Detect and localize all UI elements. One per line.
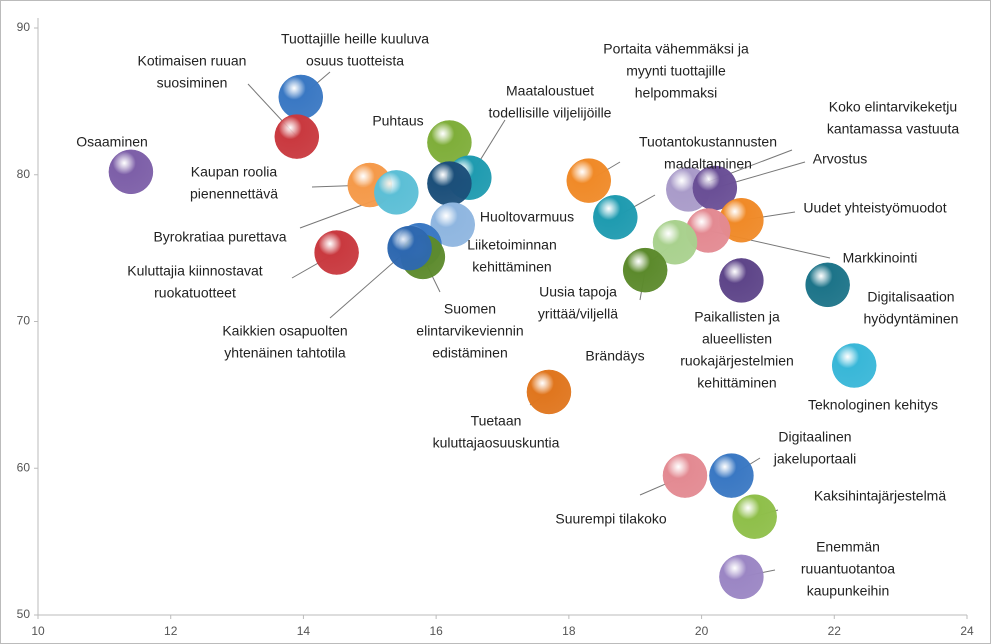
- bubble: [314, 230, 359, 275]
- point-label: hyödyntäminen: [864, 311, 959, 327]
- point-label: ruokajärjestelmien: [680, 353, 794, 369]
- point-label: Koko elintarvikeketju: [829, 99, 957, 115]
- bubble: [719, 258, 764, 303]
- x-tick-label: 14: [297, 624, 311, 638]
- point-label: ruokatuotteet: [154, 285, 236, 301]
- y-tick-label: 70: [17, 314, 31, 328]
- bubble: [387, 225, 432, 271]
- point-label: Puhtaus: [372, 113, 423, 129]
- point-label: pienennettävä: [190, 186, 278, 202]
- bubble: [593, 195, 638, 240]
- point-label: Liiketoiminnan: [467, 237, 557, 253]
- point-label: yhtenäinen tahtotila: [224, 345, 346, 361]
- bubble: [805, 262, 850, 308]
- bubble: [662, 453, 708, 498]
- point-label: kehittäminen: [472, 259, 551, 275]
- point-label: Brändäys: [585, 348, 644, 364]
- point-label: Kotimaisen ruuan: [138, 53, 247, 69]
- point-label: edistäminen: [432, 345, 508, 361]
- point-label: Maataloustuet: [506, 83, 594, 99]
- point-label: Paikallisten ja: [694, 309, 780, 325]
- bubble: [732, 494, 777, 539]
- point-label: Markkinointi: [843, 250, 918, 266]
- point-label: Digitalisaation: [867, 289, 954, 305]
- point-label: Arvostus: [813, 151, 867, 167]
- bubble: [719, 554, 764, 600]
- y-tick-label: 80: [17, 167, 31, 181]
- point-label: elintarvikeviennin: [416, 323, 523, 339]
- point-label: helpommaksi: [635, 85, 717, 101]
- point-label: kehittäminen: [697, 375, 776, 391]
- bubble: [526, 369, 572, 415]
- bubble: [374, 170, 419, 215]
- point-label: yrittää/viljellä: [538, 306, 618, 322]
- point-label: myynti tuottajille: [626, 63, 726, 79]
- bubble: [622, 247, 668, 293]
- point-label: kantamassa vastuuta: [827, 121, 960, 137]
- bubble: [278, 74, 324, 120]
- point-label: alueellisten: [702, 331, 772, 347]
- point-label: Osaaminen: [76, 134, 148, 150]
- point-label: Byrokratiaa purettava: [153, 229, 286, 245]
- point-label: Tuottajille heille kuuluva: [281, 31, 429, 47]
- x-tick-label: 20: [695, 624, 709, 638]
- point-label: kaupunkeihin: [807, 583, 890, 599]
- point-label: Suomen: [444, 301, 496, 317]
- point-label: Kaupan roolia: [191, 164, 278, 180]
- point-label: Kaikkien osapuolten: [222, 323, 347, 339]
- point-label: Tuetaan: [471, 413, 522, 429]
- point-label: madaltaminen: [664, 156, 752, 172]
- y-tick-label: 60: [17, 460, 31, 474]
- point-label: Digitaalinen: [778, 429, 851, 445]
- y-tick-label: 50: [17, 607, 31, 621]
- x-tick-label: 22: [828, 624, 842, 638]
- point-label: Suurempi tilakoko: [555, 511, 666, 527]
- x-tick-label: 12: [164, 624, 178, 638]
- bubble: [652, 220, 698, 265]
- y-tick-label: 90: [17, 20, 31, 34]
- bubble: [831, 343, 877, 388]
- point-label: todellisille viljelijöille: [489, 105, 612, 121]
- point-label: Uusia tapoja: [539, 284, 617, 300]
- point-label: kuluttajaosuuskuntia: [433, 435, 560, 451]
- point-label: Huoltovarmuus: [480, 209, 574, 225]
- bubble: [709, 453, 754, 498]
- point-label: jakeluportaali: [773, 451, 857, 467]
- bubble: [108, 149, 154, 195]
- x-tick-label: 10: [31, 624, 45, 638]
- point-label: Tuotantokustannusten: [639, 134, 777, 150]
- x-tick-label: 18: [562, 624, 576, 638]
- point-label: suosiminen: [157, 75, 228, 91]
- bubble: [427, 161, 472, 206]
- point-label: Uudet yhteistyömuodot: [803, 200, 946, 216]
- bubble: [430, 202, 475, 247]
- x-tick-label: 24: [960, 624, 974, 638]
- x-tick-label: 16: [429, 624, 443, 638]
- point-label: Enemmän: [816, 539, 880, 555]
- point-label: Portaita vähemmäksi ja: [603, 41, 749, 57]
- point-label: Teknologinen kehitys: [808, 397, 938, 413]
- point-label: ruuantuotantoa: [801, 561, 895, 577]
- bubble: [274, 114, 320, 159]
- bubble: [566, 158, 612, 203]
- point-label: Kaksihintajärjestelmä: [814, 488, 946, 504]
- point-label: Kuluttajia kiinnostavat: [127, 263, 263, 279]
- point-label: osuus tuotteista: [306, 53, 404, 69]
